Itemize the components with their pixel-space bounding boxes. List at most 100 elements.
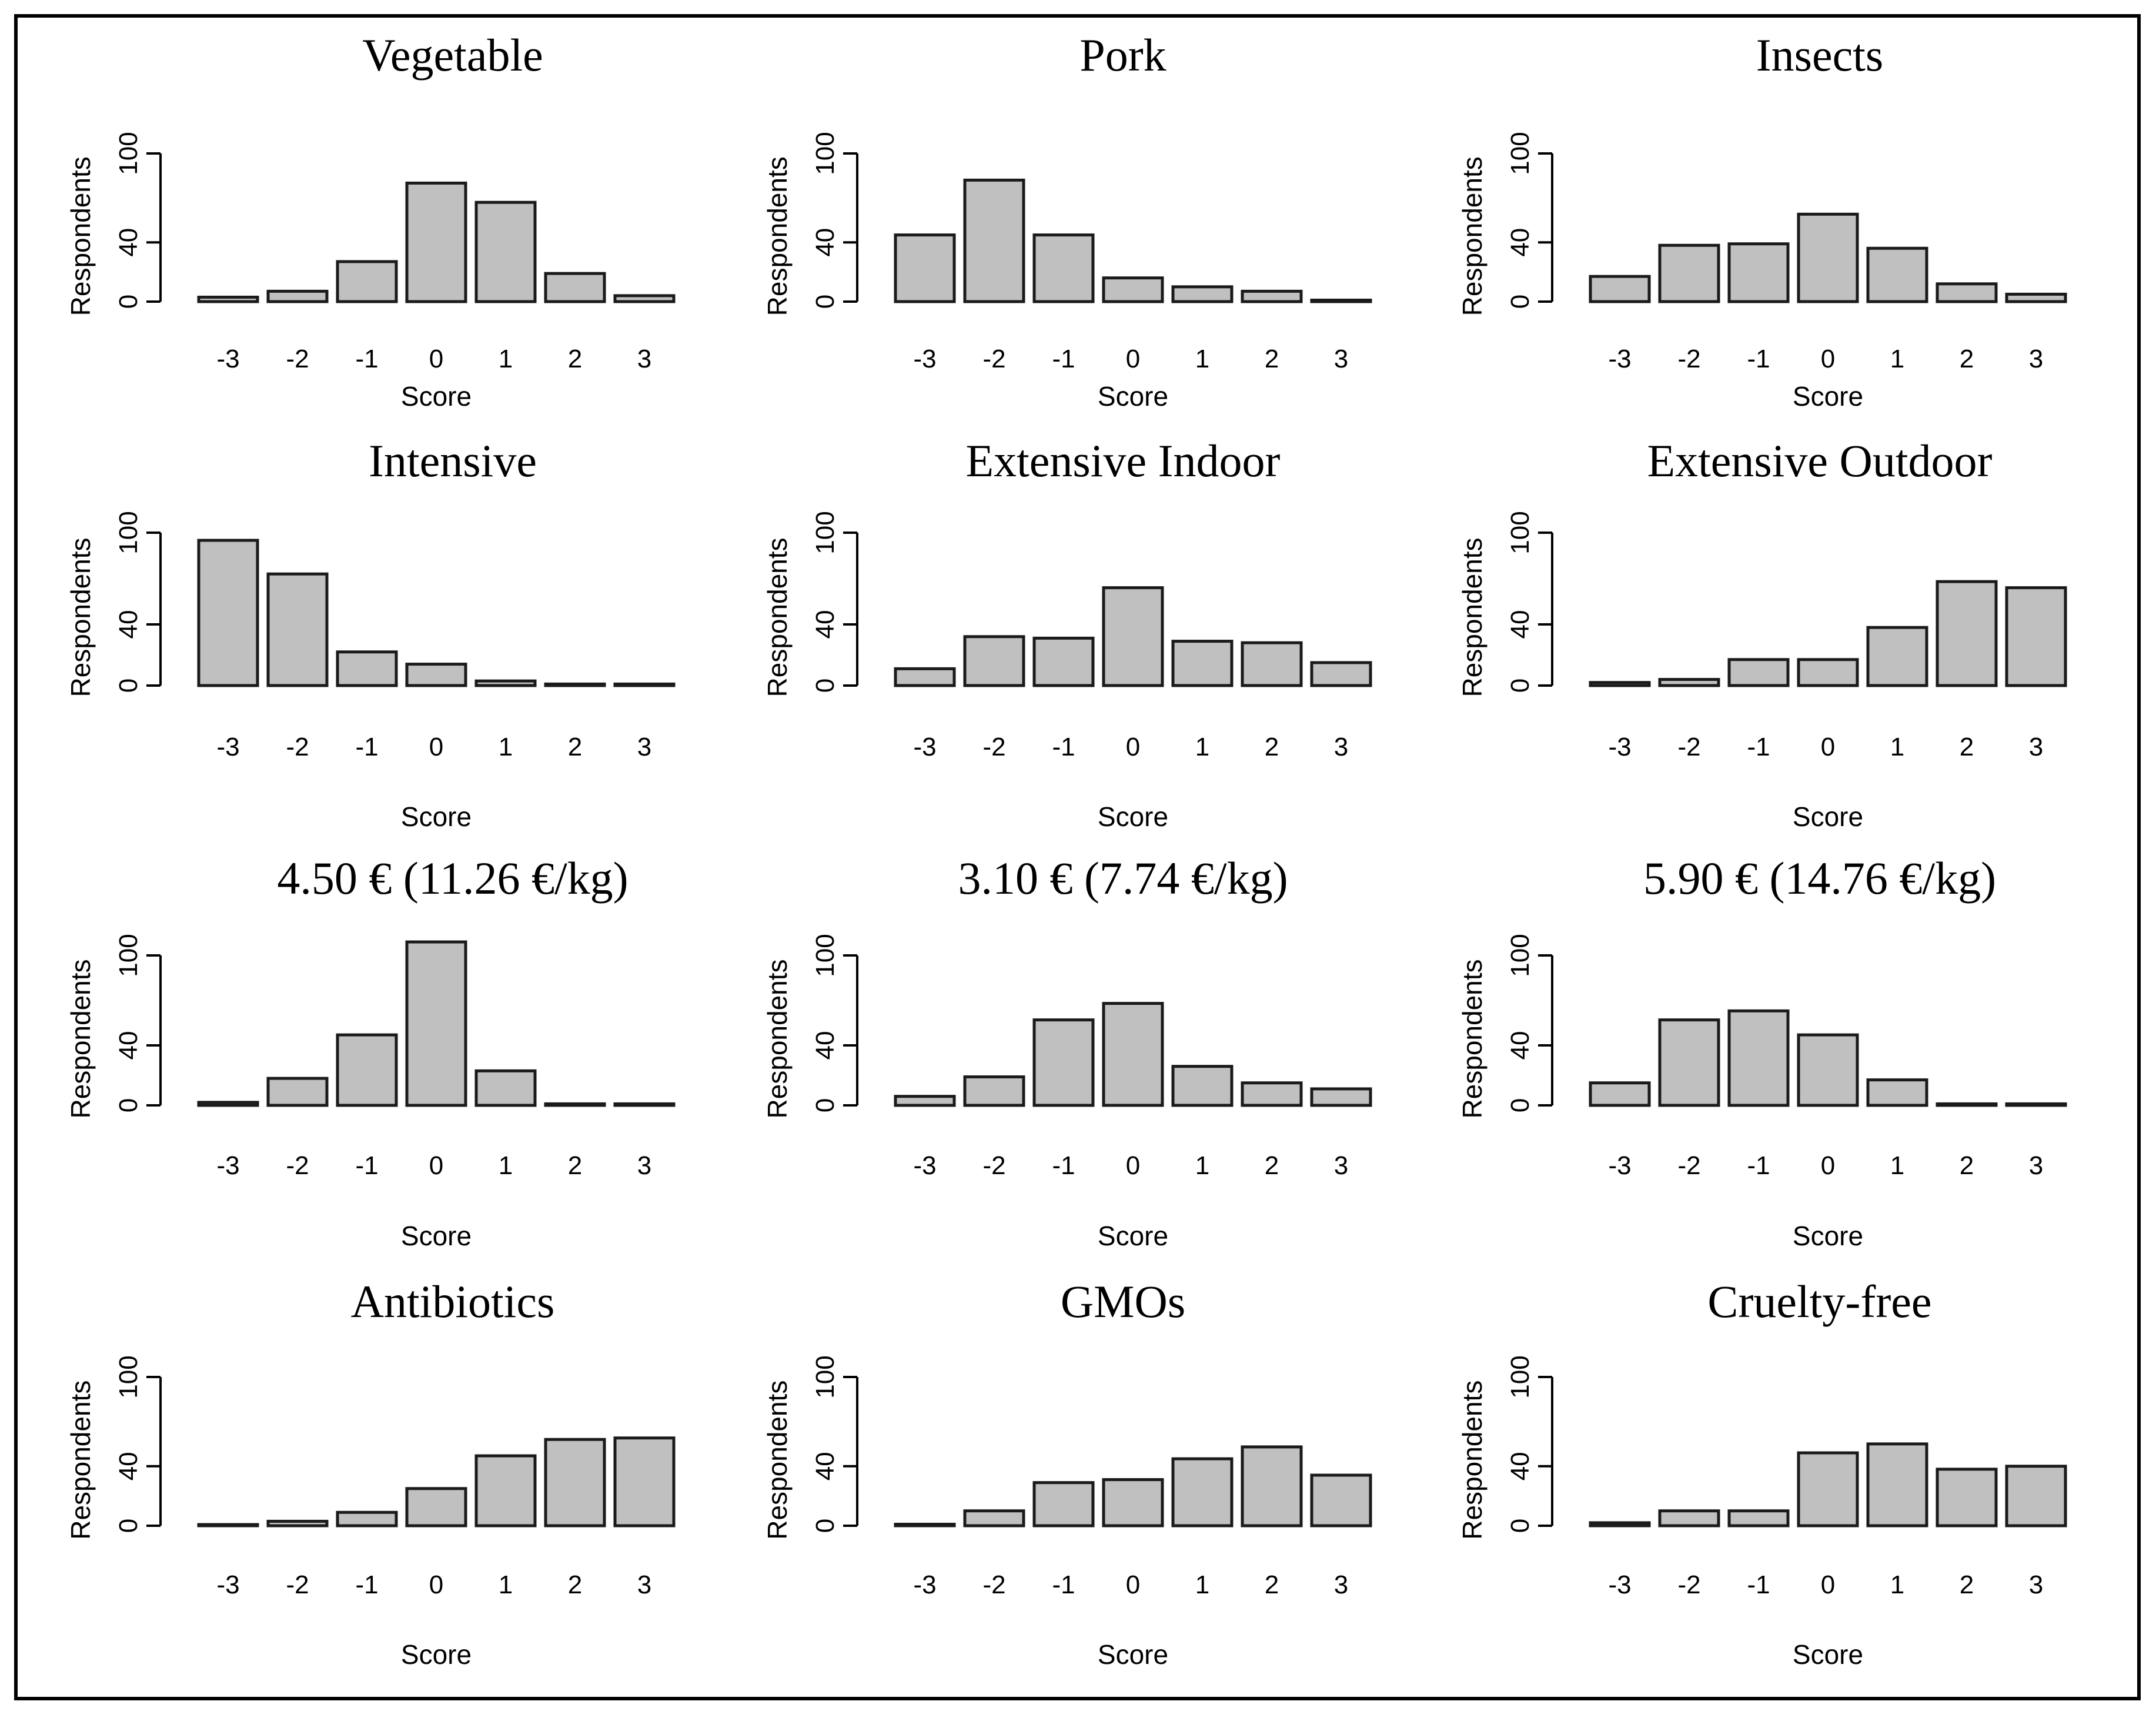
y-axis-label: Respondents (1457, 156, 1488, 316)
bar--1 (336, 260, 398, 303)
bar-3 (1310, 661, 1372, 687)
y-tick-label: 40 (114, 1452, 143, 1480)
y-axis-label: Respondents (762, 959, 793, 1118)
bar--1 (1727, 1009, 1790, 1107)
chart-panel: 4.50 € (11.26 €/kg) 0 40 100 Respondents -3 -2… (65, 853, 676, 1251)
y-axis-label: Respondents (1457, 537, 1488, 697)
bar--1 (336, 1510, 398, 1528)
bar--2 (1658, 1509, 1720, 1528)
chart-panel: 5.90 € (14.76 €/kg) 0 40 100 Respondents -3 -2… (1457, 853, 2067, 1251)
chart-title: Vegetable (362, 29, 543, 81)
chart-panel: Vegetable 0 40 100 Respondents -3 -2 -1 0 1 2 3 Scor… (65, 29, 676, 412)
bar--3 (894, 1522, 956, 1528)
bar--2 (1658, 678, 1720, 687)
y-tick-label: 0 (811, 1098, 840, 1112)
x-axis-label: Score (1793, 1221, 1863, 1251)
bar-2 (1241, 289, 1303, 303)
x-tick-label: 2 (1265, 733, 1279, 761)
y-axis-label: Respondents (762, 1381, 793, 1540)
bar-1 (1866, 1442, 1928, 1528)
x-tick-label: 0 (429, 733, 443, 761)
x-tick-label: 1 (1890, 345, 1904, 373)
x-tick-label: 0 (429, 1151, 443, 1180)
bar-2 (1241, 641, 1303, 687)
chart-title: Pork (1079, 29, 1166, 81)
y-tick-label: 40 (811, 1452, 840, 1480)
chart-title: 4.50 € (11.26 €/kg) (277, 853, 628, 904)
chart-title: Cruelty-free (1707, 1276, 1931, 1327)
x-tick-label: 3 (637, 733, 651, 761)
y-tick-label: 0 (114, 1519, 143, 1533)
y-tick-label: 40 (1506, 228, 1535, 257)
x-tick-label: 2 (1265, 345, 1279, 373)
y-tick-label: 0 (1506, 1098, 1535, 1112)
bar-0 (1797, 212, 1859, 303)
x-tick-label: 2 (1960, 345, 1974, 373)
x-tick-label: -3 (913, 1570, 936, 1599)
x-tick-label: 1 (1195, 345, 1209, 373)
y-tick-label: 40 (811, 228, 840, 257)
chart-panel: Antibiotics 0 40 100 Respondents -3 -2 -1 0 1 2 3 Sc… (65, 1276, 676, 1670)
bar-3 (1310, 1473, 1372, 1528)
x-tick-label: 2 (568, 1570, 582, 1599)
chart-title: GMOs (1061, 1276, 1185, 1327)
x-tick-label: 2 (1265, 1151, 1279, 1180)
y-tick-label: 40 (114, 610, 143, 639)
x-axis-label: Score (1098, 381, 1168, 412)
x-tick-label: -2 (1677, 1151, 1700, 1180)
x-tick-label: -2 (982, 1570, 1005, 1599)
bar--2 (963, 1075, 1025, 1107)
y-tick-label: 40 (114, 1031, 143, 1060)
y-axis-label: Respondents (65, 959, 96, 1118)
chart-title: Antibiotics (351, 1276, 555, 1327)
x-tick-label: 3 (2029, 345, 2043, 373)
x-tick-label: 0 (1821, 1570, 1835, 1599)
x-tick-label: 2 (568, 1151, 582, 1180)
x-tick-label: 1 (1195, 733, 1209, 761)
bar-0 (405, 181, 467, 303)
chart-title: 5.90 € (14.76 €/kg) (1643, 853, 1996, 904)
bar--1 (1032, 233, 1095, 303)
bar-1 (474, 200, 537, 303)
bar-2 (1936, 1468, 1998, 1528)
x-tick-label: -1 (1747, 345, 1770, 373)
bar-1 (474, 1454, 537, 1528)
bar-1 (1171, 640, 1234, 687)
x-tick-label: -1 (1052, 733, 1075, 761)
x-tick-label: -1 (1052, 1570, 1075, 1599)
x-tick-label: -3 (1608, 1570, 1631, 1599)
x-tick-label: -3 (216, 1570, 239, 1599)
x-axis-label: Score (401, 1221, 472, 1251)
y-tick-label: 0 (1506, 678, 1535, 693)
x-tick-label: 1 (499, 733, 513, 761)
y-tick-label: 100 (811, 132, 840, 175)
bar-0 (1797, 1033, 1859, 1107)
x-axis-label: Score (1793, 1639, 1863, 1670)
chart-panel: Extensive Indoor 0 40 100 Respondents -3 -2 -1 0… (762, 435, 1372, 832)
bar-0 (1797, 658, 1859, 687)
bar--2 (266, 572, 329, 687)
x-tick-label: -2 (982, 733, 1005, 761)
y-axis-label: Respondents (65, 537, 96, 697)
x-tick-label: 2 (1960, 1151, 1974, 1180)
bar--3 (894, 1095, 956, 1107)
bar-0 (1102, 586, 1164, 687)
x-tick-label: -1 (355, 1570, 378, 1599)
bar-1 (1866, 626, 1928, 687)
x-tick-label: -3 (1608, 733, 1631, 761)
bar-3 (613, 1102, 676, 1107)
bar--2 (963, 1509, 1025, 1528)
bar-3 (2005, 1465, 2067, 1528)
chart-panel: Insects 0 40 100 Respondents -3 -2 -1 0 1 2 3 Score (1457, 29, 2067, 412)
x-tick-label: -3 (216, 1151, 239, 1180)
x-tick-label: 3 (1334, 1151, 1348, 1180)
y-tick-label: 0 (811, 295, 840, 309)
bar-1 (1171, 1457, 1234, 1528)
bar-0 (1102, 276, 1164, 303)
bar-2 (1936, 1102, 1998, 1107)
bar--3 (197, 1523, 259, 1528)
x-tick-label: -3 (1608, 1151, 1631, 1180)
bar-2 (1936, 282, 1998, 303)
bar--2 (963, 178, 1025, 303)
